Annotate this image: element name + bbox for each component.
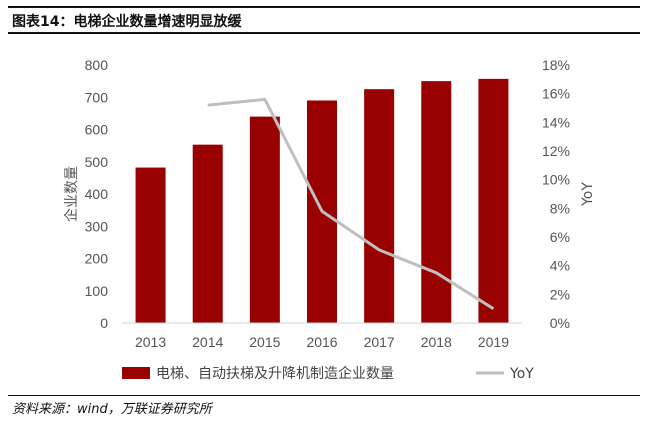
legend-bar-label: 电梯、自动扶梯及升降机制造企业数量	[156, 365, 394, 382]
y2-tick-label: 0%	[550, 315, 570, 331]
legend-line-label: YoY	[509, 366, 534, 382]
y-tick-label: 800	[85, 57, 109, 73]
y2-tick-label: 6%	[550, 229, 570, 245]
legend-bar-swatch	[122, 367, 150, 379]
bar	[249, 116, 280, 323]
y-tick-label: 600	[85, 122, 109, 138]
y-tick-label: 400	[85, 186, 109, 202]
figure-title-bar: 图表14：电梯企业数量增速明显放缓	[8, 6, 640, 34]
x-tick-label: 2016	[306, 334, 337, 350]
y-tick-label: 500	[85, 154, 109, 170]
y2-tick-label: 4%	[550, 258, 570, 274]
y-axis-title: 企业数量	[63, 166, 80, 222]
y2-tick-label: 16%	[542, 86, 570, 102]
y-tick-label: 300	[85, 218, 109, 234]
y-tick-label: 100	[85, 283, 109, 299]
y2-tick-label: 2%	[550, 286, 570, 302]
bar	[478, 78, 509, 324]
y2-tick-label: 18%	[542, 57, 570, 73]
x-tick-label: 2019	[478, 334, 509, 350]
y2-tick-label: 14%	[542, 114, 570, 130]
yoy-line	[207, 97, 495, 310]
y2-axis-title: YoY	[580, 182, 596, 207]
x-tick-label: 2015	[249, 334, 280, 350]
figure-title: 图表14：电梯企业数量增速明显放缓	[12, 14, 242, 30]
x-tick-label: 2013	[135, 334, 166, 350]
x-tick-label: 2017	[364, 334, 395, 350]
bar	[364, 89, 395, 323]
bar	[421, 81, 452, 323]
y-tick-label: 200	[85, 251, 109, 267]
y2-tick-label: 10%	[542, 172, 570, 188]
bar	[135, 167, 166, 323]
y-tick-label: 0	[100, 315, 108, 331]
y-tick-label: 700	[85, 89, 109, 105]
x-tick-label: 2018	[421, 334, 452, 350]
y2-tick-label: 12%	[542, 143, 570, 159]
y2-tick-label: 8%	[550, 200, 570, 216]
bar	[192, 144, 223, 323]
legend: 电梯、自动扶梯及升降机制造企业数量 YoY	[122, 365, 534, 382]
source-note: 资料来源：wind，万联证券研究所	[12, 402, 212, 417]
source-bar: 资料来源：wind，万联证券研究所	[8, 395, 640, 417]
x-tick-label: 2014	[192, 334, 223, 350]
